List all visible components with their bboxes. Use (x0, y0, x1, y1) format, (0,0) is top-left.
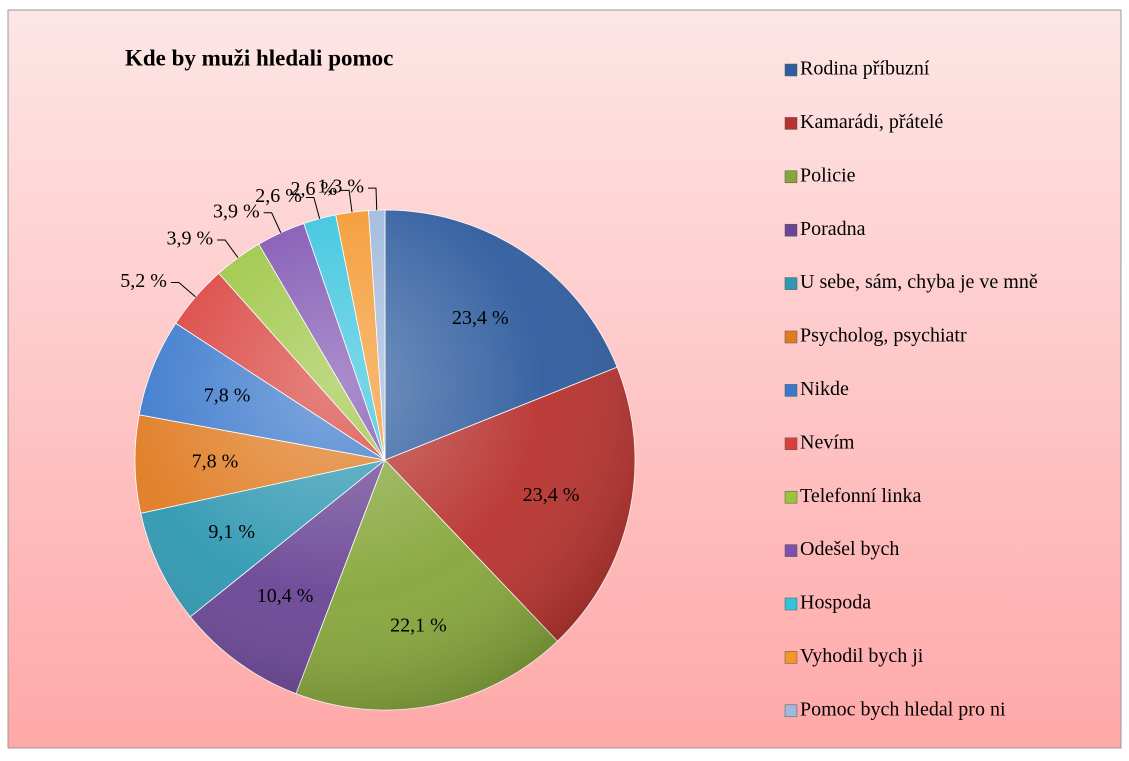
legend-label: Telefonní linka (800, 485, 921, 507)
data-label: 23,4 % (452, 307, 509, 329)
legend-swatch (784, 277, 798, 290)
legend-swatch (784, 544, 798, 557)
legend-swatch (784, 437, 798, 451)
legend-swatch (784, 223, 798, 237)
chart-title: Kde by muži hledali pomoc (125, 45, 393, 70)
legend-swatch (784, 330, 798, 344)
leader-line (368, 187, 378, 211)
legend-swatch (784, 117, 798, 130)
legend-label: Hospoda (800, 592, 871, 614)
leader-line (263, 212, 282, 233)
data-label: 3,9 % (166, 228, 213, 250)
legend-label: Rodina příbuzní (800, 58, 930, 80)
legend-swatch (784, 170, 798, 184)
legend-label: Nevím (800, 431, 855, 453)
data-label: 2,6 % (255, 185, 302, 207)
data-label: 9,1 % (208, 521, 255, 543)
legend-label: Odešel bych (800, 538, 899, 560)
data-label: 10,4 % (257, 585, 314, 607)
leader-line (217, 239, 239, 259)
legend-label: U sebe, sám, chyba je ve mně (800, 271, 1038, 293)
data-label: 5,2 % (120, 270, 167, 292)
data-label: 3,9 % (213, 200, 260, 222)
legend-swatch (784, 597, 798, 611)
data-label: 22,1 % (390, 614, 447, 636)
legend-swatch (784, 384, 798, 397)
legend-label: Vyhodil bych ji (800, 645, 924, 667)
leader-line (341, 189, 353, 213)
legend-swatch (784, 651, 798, 664)
legend-swatch (784, 704, 798, 718)
data-label: 23,4 % (523, 484, 580, 506)
legend-label: Psycholog, psychiatr (800, 325, 967, 347)
leader-line (305, 196, 321, 219)
data-label: 2,6 % (290, 178, 337, 200)
legend-label: Pomoc bych hledal pro ni (800, 698, 1006, 720)
leader-line (170, 281, 196, 298)
legend-label: Kamarádi, přátelé (800, 111, 943, 133)
data-label: 7,8 % (204, 384, 251, 406)
data-label: 1,3 % (317, 176, 364, 198)
data-label: 7,8 % (192, 450, 239, 472)
legend-label: Nikde (800, 378, 849, 400)
legend-label: Policie (800, 164, 856, 186)
legend-swatch (784, 490, 798, 504)
legend-label: Poradna (800, 218, 866, 240)
legend-swatch (784, 63, 798, 77)
